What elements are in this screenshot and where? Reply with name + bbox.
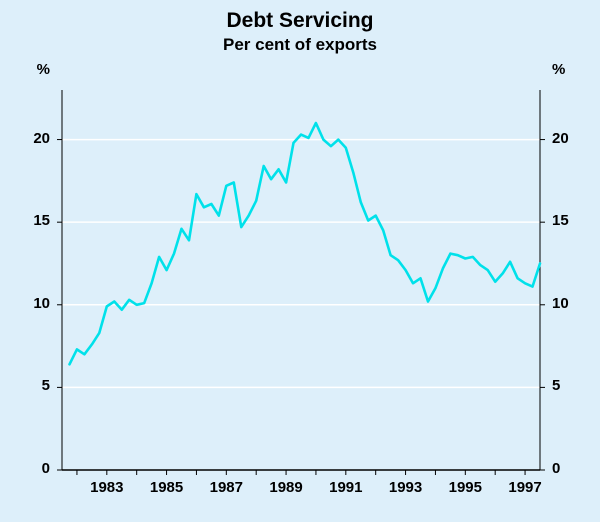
x-axis-label: 1991 [329, 479, 363, 496]
x-axis-label: 1997 [508, 479, 542, 496]
y-axis-label-right: 15 [552, 212, 569, 230]
y-axis-label-right: 0 [552, 460, 561, 477]
chart-header: Debt Servicing Per cent of exports [0, 8, 600, 55]
x-axis-label: 1995 [448, 479, 482, 496]
y-axis-label-left: 20 [33, 129, 50, 147]
chart-title: Debt Servicing [226, 9, 374, 32]
x-axis-label: 1985 [149, 479, 184, 496]
x-axis-label: 1987 [209, 479, 243, 496]
x-axis-label: 1993 [388, 479, 423, 496]
y-axis-label-right: 20 [552, 129, 569, 147]
y-axis-label-left: 0 [41, 460, 50, 477]
y-axis-label-right: 5 [552, 377, 561, 395]
data-line [68, 121, 542, 366]
y-axis-label-left: 10 [33, 294, 50, 312]
x-axis-label: 1983 [90, 479, 124, 496]
y-axis-label-left: 15 [33, 212, 50, 230]
unit-label-right: % [552, 61, 566, 78]
unit-label-left: % [36, 61, 50, 78]
y-axis-label-left: 5 [41, 377, 50, 395]
x-axis-label: 1989 [269, 479, 303, 496]
y-axis-label-right: 10 [552, 294, 569, 312]
chart-subtitle: Per cent of exports [223, 35, 377, 54]
